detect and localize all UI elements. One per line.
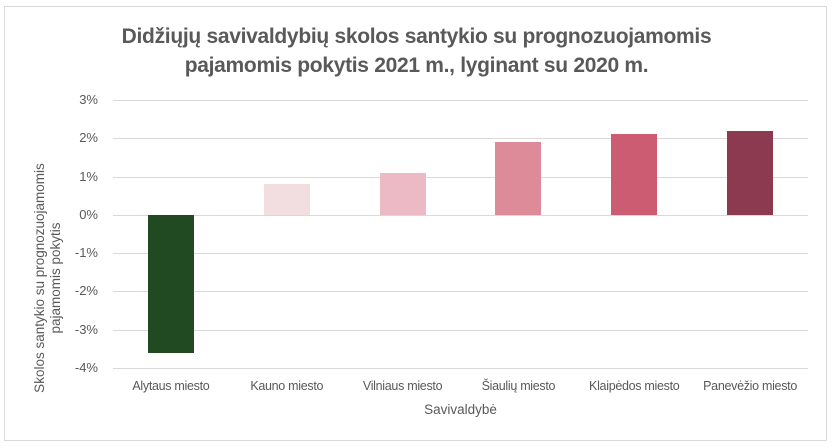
bar-panevezio xyxy=(727,130,774,215)
bar-siauliu xyxy=(495,142,542,215)
y-tick: -4% xyxy=(74,360,98,375)
y-tick: -1% xyxy=(74,245,98,261)
bar-klaipedos xyxy=(611,134,658,215)
x-tick: Alytaus miesto xyxy=(132,379,210,393)
plot-area xyxy=(113,100,808,369)
chart-title: Didžiųjų savivaldybių skolos santykio su… xyxy=(0,22,833,80)
gridline xyxy=(113,291,808,293)
chart-title-line-2: pajamomis pokytis 2021 m., lyginant su 2… xyxy=(184,54,649,77)
y-tick: -2% xyxy=(74,283,98,299)
gridline xyxy=(113,214,808,216)
bar-vilniaus xyxy=(379,172,426,215)
y-tick: 2% xyxy=(79,130,98,146)
y-tick: -3% xyxy=(74,321,98,337)
x-tick: Panevėžio miesto xyxy=(703,379,797,393)
gridline xyxy=(113,329,808,331)
x-tick: Šiaulių miesto xyxy=(481,379,556,393)
gridline xyxy=(113,100,808,101)
x-tick: Klaipėdos miesto xyxy=(589,379,680,393)
gridline xyxy=(113,368,808,369)
gridline xyxy=(113,253,808,255)
gridline xyxy=(113,138,808,140)
y-axis-label-line-1: Skolos santykio su prognozuojamomis xyxy=(32,163,47,393)
x-tick: Kauno miesto xyxy=(250,379,324,393)
chart-title-line-1: Didžiųjų savivaldybių skolos santykio su… xyxy=(121,25,712,48)
bar-kauno xyxy=(263,184,310,215)
y-tick: 1% xyxy=(79,168,98,184)
y-tick: 3% xyxy=(79,92,98,107)
x-tick: Vilniaus miesto xyxy=(362,379,443,393)
x-axis-label: Savivaldybė xyxy=(424,402,497,417)
bar-alytaus xyxy=(147,214,194,353)
gridline xyxy=(113,176,808,178)
y-tick: 0% xyxy=(79,206,98,222)
